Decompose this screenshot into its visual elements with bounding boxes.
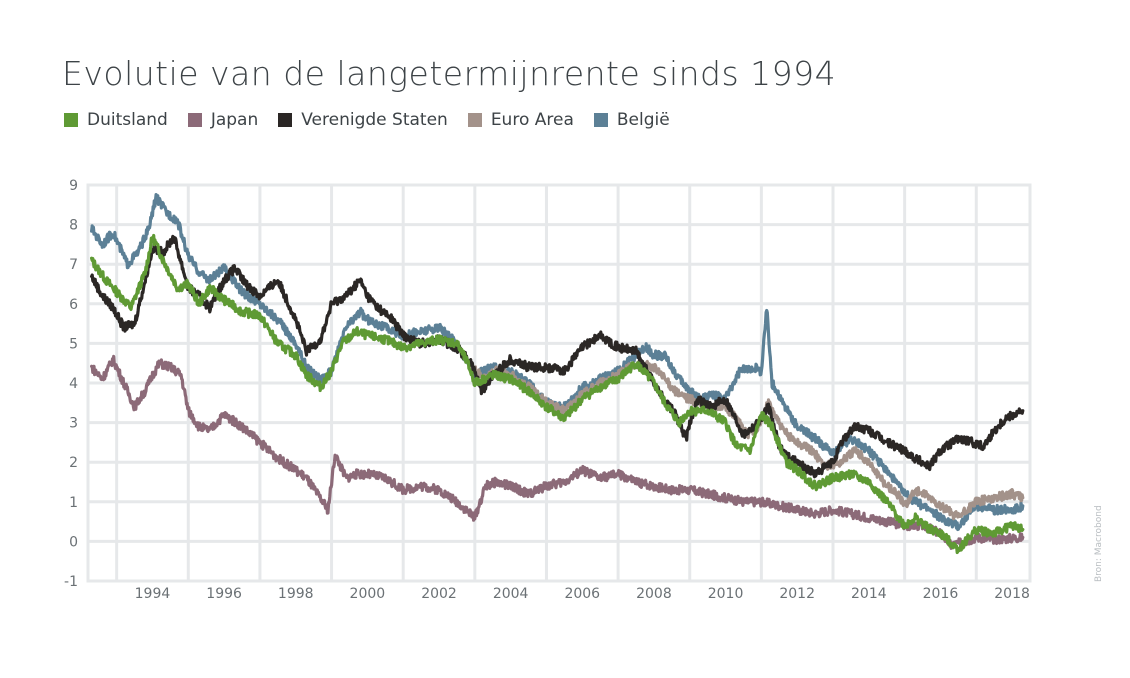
legend-swatch-euro-area	[467, 113, 482, 127]
x-tick-label: 2002	[421, 586, 457, 602]
series-line-verenigde-staten	[89, 234, 1025, 479]
legend-item-belgie: België	[593, 110, 670, 130]
legend-label-duitsland: Duitsland	[87, 110, 168, 130]
y-tick-label: 3	[69, 416, 78, 432]
legend-swatch-belgie	[593, 113, 608, 127]
x-tick-label: 1994	[135, 586, 171, 602]
legend-label-belgie: België	[616, 110, 670, 130]
x-tick-label: 2010	[708, 586, 744, 602]
y-tick-label: 5	[69, 336, 78, 352]
legend-label-euro-area: Euro Area	[490, 110, 574, 130]
y-tick-label: 6	[69, 297, 78, 313]
y-tick-label: 1	[69, 495, 78, 511]
legend-item-euro-area: Euro Area	[467, 110, 574, 130]
legend-item-japan: Japan	[187, 110, 259, 130]
legend-swatch-verenigde-staten	[278, 113, 293, 127]
y-tick-label: 4	[69, 376, 78, 392]
chart-legend: Duitsland Japan Verenigde Staten Euro Ar…	[64, 110, 670, 130]
series-lines	[89, 193, 1025, 555]
x-tick-label: 2004	[493, 586, 529, 602]
y-axis-ticks: 9 8 7 6 5 4 3 2 1 0 -1	[64, 178, 78, 590]
legend-item-verenigde-staten: Verenigde Staten	[278, 110, 448, 130]
y-tick-label: 2	[69, 455, 78, 471]
legend-swatch-japan	[187, 113, 202, 127]
x-tick-label: 1996	[206, 586, 242, 602]
x-tick-label: 2016	[923, 586, 959, 602]
legend-label-verenigde-staten: Verenigde Staten	[301, 110, 448, 130]
y-tick-label: -1	[64, 574, 78, 590]
series-line-duitsland	[89, 233, 1025, 555]
y-tick-label: 9	[69, 178, 78, 194]
x-axis-ticks: 1994 1996 1998 2000 2002 2004 2006 2008 2010 2012…	[135, 586, 1030, 602]
legend-swatch-duitsland	[64, 113, 78, 127]
y-tick-label: 0	[69, 534, 78, 550]
x-tick-label: 2006	[564, 586, 600, 602]
source-note: Bron: Macrobond	[1094, 505, 1104, 582]
series-line-japan	[89, 354, 1025, 550]
x-tick-label: 2014	[851, 586, 887, 602]
x-tick-label: 2000	[350, 586, 386, 602]
series-line-euro-area	[469, 359, 1025, 521]
x-tick-label: 2012	[779, 586, 815, 602]
chart-title: Evolutie van de langetermijnrente sinds …	[62, 54, 837, 93]
legend-label-japan: Japan	[210, 110, 259, 130]
x-tick-label: 2018	[994, 586, 1030, 602]
y-tick-label: 7	[69, 257, 78, 273]
x-tick-label: 1998	[278, 586, 314, 602]
legend-item-duitsland: Duitsland	[64, 110, 168, 130]
x-tick-label: 2008	[636, 586, 672, 602]
y-tick-label: 8	[69, 218, 78, 234]
